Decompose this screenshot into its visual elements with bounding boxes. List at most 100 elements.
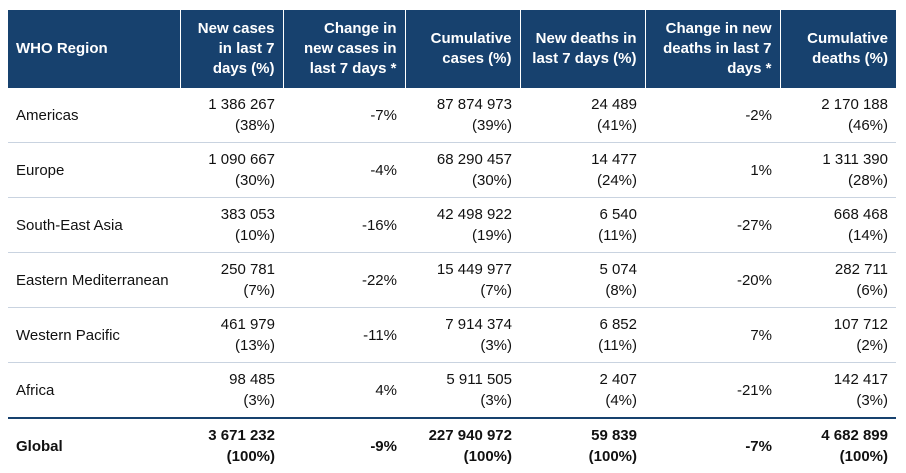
column-header: New cases in last 7 days (%)	[179, 10, 283, 88]
cell-change: 4%	[283, 362, 405, 419]
table-cell: 3 671 232 (100%)	[180, 417, 283, 473]
cell-value: 98 485	[229, 371, 275, 388]
cell-percent: (11%)	[598, 337, 637, 354]
cell-value: 282 711	[834, 261, 888, 278]
cell-percent: (3%)	[856, 392, 888, 409]
region-table: WHO Region New cases in last 7 days (%) Ch…	[8, 10, 896, 473]
cell-value: 142 417	[833, 371, 888, 388]
table-cell: 4 682 899 (100%)	[780, 417, 896, 473]
cell-value: 383 053	[220, 206, 275, 223]
cell-percent: (38%)	[234, 117, 275, 134]
cell-value: 1 090 667	[208, 151, 275, 168]
table-cell: 5 911 505 (3%)	[405, 362, 520, 419]
table-cell: 2 407 (4%)	[520, 362, 645, 419]
cell-value: 3 671 232	[208, 427, 275, 444]
region-name: South-East Asia	[8, 197, 180, 253]
table-cell: 5 074 (8%)	[520, 252, 645, 308]
table-cell: 1 311 390 (28%)	[780, 142, 896, 198]
column-header: Cumulative cases (%)	[404, 10, 520, 88]
cell-value: 87 874 973	[436, 96, 512, 113]
region-name: Africa	[8, 362, 180, 419]
cell-value: 461 979	[220, 316, 275, 333]
cell-percent: (30%)	[471, 172, 512, 189]
table-cell: 1 090 667 (30%)	[180, 142, 283, 198]
cell-percent: (3%)	[243, 392, 275, 409]
cell-value: 68 290 457	[436, 151, 512, 168]
cell-percent: (11%)	[598, 227, 637, 244]
cell-percent: (2%)	[856, 337, 888, 354]
table-cell: 24 489 (41%)	[520, 88, 645, 143]
column-header: WHO Region	[8, 10, 180, 88]
cell-percent: (6%)	[856, 282, 888, 299]
cell-change: -7%	[283, 88, 405, 143]
column-header: Change in new cases in last 7 days *	[282, 10, 405, 88]
cell-value: 6 852	[599, 316, 637, 333]
cell-value: 1 311 390	[822, 151, 888, 168]
table-row: South-East Asia 383 053 (10%) -16% 42 498 92…	[8, 197, 896, 253]
cell-change: -20%	[645, 252, 780, 308]
cell-percent: (3%)	[480, 337, 512, 354]
cell-value: 14 477	[591, 151, 637, 168]
table-cell: 14 477 (24%)	[520, 142, 645, 198]
cell-value: 24 489	[591, 96, 637, 113]
table-cell: 42 498 922 (19%)	[405, 197, 520, 253]
column-header: Change in new deaths in last 7 days *	[644, 10, 780, 88]
cell-percent: (30%)	[234, 172, 275, 189]
table-cell: 282 711 (6%)	[780, 252, 896, 308]
table-cell: 1 386 267 (38%)	[180, 88, 283, 143]
cell-change: -16%	[283, 197, 405, 253]
table-row: Eastern Mediterranean 250 781 (7%) -22% 15 4…	[8, 252, 896, 308]
cell-percent: (100%)	[463, 448, 512, 465]
cell-percent: (4%)	[605, 392, 637, 409]
cell-value: 4 682 899	[821, 427, 888, 444]
table-cell: 7 914 374 (3%)	[405, 307, 520, 363]
region-name: Global	[8, 417, 180, 473]
cell-value: 5 074	[599, 261, 637, 278]
cell-value: 2 407	[599, 371, 637, 388]
cell-value: 5 911 505	[446, 371, 512, 388]
table-row: Americas 1 386 267 (38%) -7% 87 874 973 (39%)…	[8, 88, 896, 143]
cell-percent: (41%)	[596, 117, 637, 134]
cell-change: -7%	[645, 417, 780, 473]
table-cell: 87 874 973 (39%)	[405, 88, 520, 143]
region-name: Europe	[8, 142, 180, 198]
region-name: Western Pacific	[8, 307, 180, 363]
table-cell: 668 468 (14%)	[780, 197, 896, 253]
table-cell: 2 170 188 (46%)	[780, 88, 896, 143]
cell-value: 250 781	[220, 261, 275, 278]
cell-value: 42 498 922	[436, 206, 512, 223]
table-row: Western Pacific 461 979 (13%) -11% 7 914 374…	[8, 307, 896, 363]
header-row: WHO Region New cases in last 7 days (%) Ch…	[8, 10, 896, 88]
cell-percent: (100%)	[226, 448, 275, 465]
cell-percent: (14%)	[847, 227, 888, 244]
cell-percent: (24%)	[596, 172, 637, 189]
cell-value: 1 386 267	[208, 96, 275, 113]
table-row: Europe 1 090 667 (30%) -4% 68 290 457 (30%) 14…	[8, 142, 896, 198]
cell-percent: (100%)	[588, 448, 637, 465]
table-cell: 107 712 (2%)	[780, 307, 896, 363]
table-cell: 6 540 (11%)	[520, 197, 645, 253]
region-name: Eastern Mediterranean	[8, 252, 180, 308]
cell-percent: (46%)	[847, 117, 888, 134]
cell-value: 2 170 188	[821, 96, 888, 113]
table-cell: 15 449 977 (7%)	[405, 252, 520, 308]
table-cell: 68 290 457 (30%)	[405, 142, 520, 198]
cell-percent: (7%)	[243, 282, 275, 299]
cell-change: 7%	[645, 307, 780, 363]
cell-value: 15 449 977	[436, 261, 512, 278]
table-cell: 59 839 (100%)	[520, 417, 645, 473]
cell-value: 6 540	[599, 206, 637, 223]
cell-change: -2%	[645, 88, 780, 143]
cell-value: 7 914 374	[445, 316, 512, 333]
table-cell: 142 417 (3%)	[780, 362, 896, 419]
region-name: Americas	[8, 88, 180, 143]
cell-percent: (8%)	[605, 282, 637, 299]
cell-percent: (3%)	[480, 392, 512, 409]
cell-percent: (19%)	[471, 227, 512, 244]
cell-value: 227 940 972	[428, 427, 512, 444]
cell-percent: (10%)	[234, 227, 275, 244]
cell-change: -4%	[283, 142, 405, 198]
cell-value: 107 712	[833, 316, 888, 333]
table-body: Americas 1 386 267 (38%) -7% 87 874 973 (39%)…	[8, 88, 896, 473]
cell-percent: (100%)	[839, 448, 888, 465]
